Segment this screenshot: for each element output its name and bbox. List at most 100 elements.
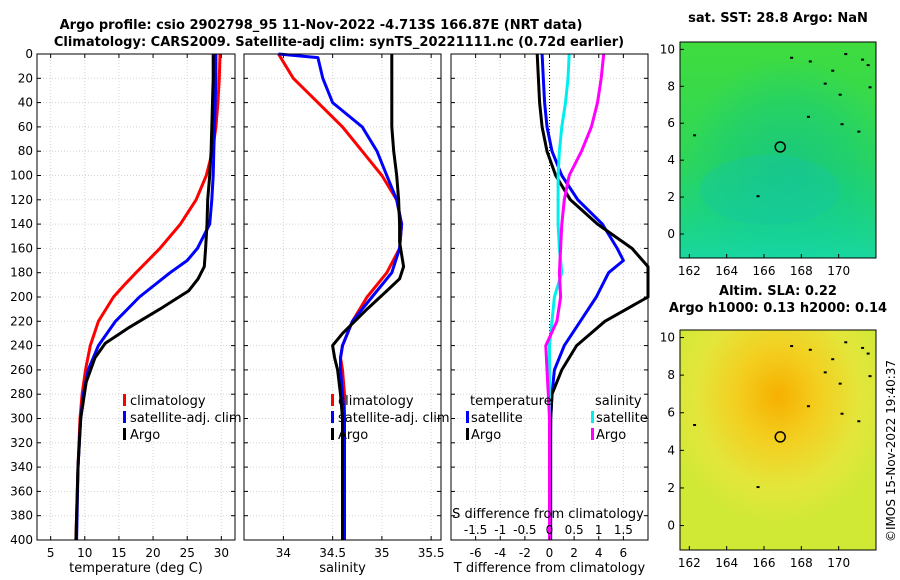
x-tick-label: 35.5 — [418, 546, 445, 560]
x-tick-label: 20 — [145, 546, 160, 560]
sst-map-title: sat. SST: 28.8 Argo: NaN — [688, 11, 868, 26]
difference-legend: temperature satellite Argo salinity sate… — [466, 394, 648, 443]
legend-label-sal-satellite: satellite — [596, 411, 648, 426]
y-tick-label: 200 — [10, 290, 33, 304]
map-y-tick-label: 8 — [667, 368, 675, 382]
x-axis-label: T difference from climatology — [453, 561, 646, 576]
map-x-tick-label: 164 — [715, 556, 738, 570]
map-x-tick-label: 170 — [827, 264, 850, 278]
map-y-tick-label: 6 — [667, 116, 675, 130]
legend-swatch-argo — [331, 428, 334, 440]
legend-label-argo: Argo — [130, 428, 160, 443]
x-tick-label: 5 — [47, 546, 55, 560]
map-y-tick-label: 0 — [667, 227, 675, 241]
island-dot — [840, 412, 844, 415]
x-tick-label: 34.5 — [319, 546, 346, 560]
sst-heatmap-shade — [680, 42, 876, 258]
x-axis-label: temperature (deg C) — [69, 561, 203, 576]
sst-island-markers — [693, 53, 872, 198]
y-tick-label: 140 — [10, 217, 33, 231]
series-line-satellite — [278, 52, 404, 540]
sla-map-title-line1: Altim. SLA: 0.22 — [719, 284, 837, 299]
sst-cool-patch — [700, 155, 840, 225]
legend-swatch-satellite — [331, 411, 334, 423]
sla-heatmap — [680, 330, 876, 550]
legend-label-satellite: satellite-adj. clim — [338, 411, 450, 426]
map-y-tick-label: 10 — [660, 42, 675, 56]
legend-label-climatology: climatology — [130, 394, 206, 409]
legend-label-temp-satellite: satellite — [471, 411, 523, 426]
island-dot — [861, 58, 865, 61]
map-y-tick-label: 4 — [667, 443, 675, 457]
temperature-legend: climatology satellite-adj. clim Argo — [123, 394, 242, 443]
map-x-tick-label: 170 — [827, 556, 850, 570]
island-dot — [840, 123, 844, 126]
map-x-tick-label: 164 — [715, 264, 738, 278]
legend-label-argo: Argo — [338, 428, 368, 443]
legend-swatch-sal-satellite — [591, 411, 594, 423]
y-tick-label: 40 — [18, 96, 33, 110]
x-tick-label: 4 — [595, 546, 603, 560]
island-dot — [693, 424, 697, 427]
y-tick-label: 280 — [10, 387, 33, 401]
s-axis-tick-label: 0.5 — [565, 523, 584, 537]
x-tick-label: -2 — [519, 546, 531, 560]
legend-swatch-temp-argo — [466, 428, 469, 440]
legend-label-climatology: climatology — [338, 394, 414, 409]
sst-map-panel: sat. SST: 28.8 Argo: NaN 162 164 166 168 170… — [660, 11, 877, 278]
s-axis-tick-label: -0.5 — [513, 523, 536, 537]
x-tick-label: 2 — [570, 546, 578, 560]
figure-title-line1: Argo profile: csio 2902798_95 11-Nov-202… — [60, 18, 583, 33]
map-x-tick-label: 166 — [753, 556, 776, 570]
legend-title-salinity: salinity — [595, 394, 642, 409]
series-line-salinity-argo — [544, 53, 606, 540]
island-dot — [808, 348, 812, 351]
legend-label-temp-argo: Argo — [471, 428, 501, 443]
island-dot — [790, 345, 794, 348]
island-dot — [844, 341, 848, 344]
y-tick-label: 220 — [10, 314, 33, 328]
series-line-argo — [331, 54, 406, 540]
copyright-stamp: ©IMOS 15-Nov-2022 19:40:37 — [884, 360, 898, 542]
island-dot — [823, 371, 827, 374]
y-tick-label: 0 — [25, 47, 33, 61]
s-difference-axis-label: S difference from climatology — [452, 507, 644, 522]
sla-island-markers — [693, 341, 872, 489]
x-tick-label: 34 — [276, 546, 291, 560]
x-tick-label: 15 — [111, 546, 126, 560]
island-dot — [868, 375, 872, 378]
island-dot — [861, 346, 865, 349]
island-dot — [857, 420, 861, 423]
legend-swatch-temp-satellite — [466, 411, 469, 423]
x-tick-label: 6 — [620, 546, 628, 560]
island-dot — [866, 64, 870, 67]
y-tick-label: 320 — [10, 436, 33, 450]
island-dot — [831, 69, 835, 72]
y-tick-label: 240 — [10, 339, 33, 353]
series-line-temperature-satellite — [540, 53, 625, 540]
map-y-tick-label: 8 — [667, 79, 675, 93]
map-y-tick-label: 10 — [660, 331, 675, 345]
map-y-tick-label: 6 — [667, 406, 675, 420]
sla-map-frame — [679, 329, 877, 551]
legend-label-satellite: satellite-adj. clim — [130, 411, 242, 426]
map-x-tick-label: 166 — [753, 264, 776, 278]
sla-map-title-line2: Argo h1000: 0.13 h2000: 0.14 — [669, 301, 887, 316]
y-tick-label: 180 — [10, 266, 33, 280]
map-y-tick-label: 0 — [667, 519, 675, 533]
legend-swatch-climatology — [123, 394, 126, 406]
island-dot — [831, 358, 835, 361]
y-tick-label: 360 — [10, 484, 33, 498]
s-axis-tick-label: 1.5 — [614, 523, 633, 537]
map-x-tick-label: 168 — [790, 264, 813, 278]
island-dot — [806, 115, 810, 118]
y-tick-label: 400 — [10, 533, 33, 547]
series-line-temperature-argo — [535, 53, 650, 541]
x-tick-label: -6 — [470, 546, 482, 560]
y-tick-label: 80 — [18, 144, 33, 158]
island-dot — [823, 82, 827, 85]
x-tick-label: -4 — [494, 546, 506, 560]
island-dot — [806, 405, 810, 408]
y-tick-label: 380 — [10, 509, 33, 523]
